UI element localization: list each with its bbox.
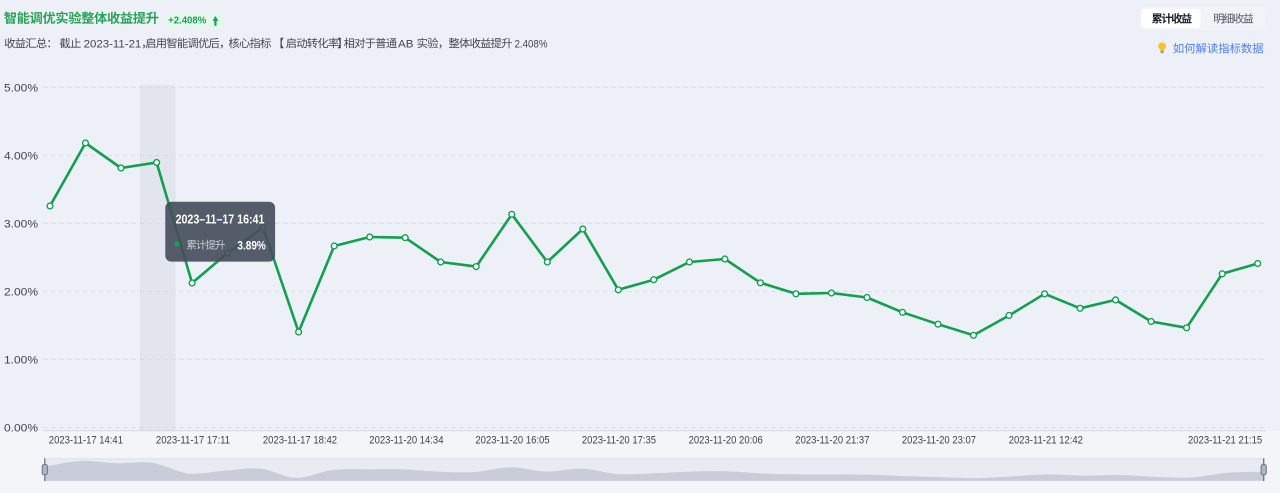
svg-text:2.408%: 2.408% — [515, 38, 548, 50]
svg-text:3.00%: 3.00% — [4, 219, 38, 231]
svg-text:2023-11-17 14:41: 2023-11-17 14:41 — [49, 435, 123, 447]
svg-text:2023-11-20 16:05: 2023-11-20 16:05 — [475, 435, 549, 447]
svg-text:2023-11-20 23:07: 2023-11-20 23:07 — [902, 435, 976, 447]
svg-text:2023-11-20 17:35: 2023-11-20 17:35 — [582, 435, 656, 447]
svg-text:2023–11–17 16:41: 2023–11–17 16:41 — [176, 212, 265, 226]
svg-text:2023-11-20 21:37: 2023-11-20 21:37 — [795, 435, 869, 447]
svg-text:0.00%: 0.00% — [4, 423, 38, 435]
svg-text:2.00%: 2.00% — [4, 287, 38, 299]
svg-text:2023-11-20 14:34: 2023-11-20 14:34 — [369, 435, 443, 447]
svg-text:+2.408%: +2.408% — [168, 14, 207, 26]
svg-text:4.00%: 4.00% — [4, 151, 38, 163]
svg-text:2023-11-17 18:42: 2023-11-17 18:42 — [263, 435, 337, 447]
svg-text:3.89%: 3.89% — [237, 240, 265, 252]
svg-text:2023-11-21 21:15: 2023-11-21 21:15 — [1188, 435, 1262, 447]
svg-text:5.00%: 5.00% — [4, 83, 38, 95]
svg-text:AB: AB — [398, 38, 414, 50]
svg-text:2023-11-20 20:06: 2023-11-20 20:06 — [689, 435, 763, 447]
svg-text:1.00%: 1.00% — [4, 355, 38, 367]
svg-text:2023-11-17 17:11: 2023-11-17 17:11 — [156, 435, 230, 447]
svg-text:2023-11-21 12:42: 2023-11-21 12:42 — [1009, 435, 1083, 447]
svg-text:2023-11-21: 2023-11-21 — [84, 38, 142, 50]
